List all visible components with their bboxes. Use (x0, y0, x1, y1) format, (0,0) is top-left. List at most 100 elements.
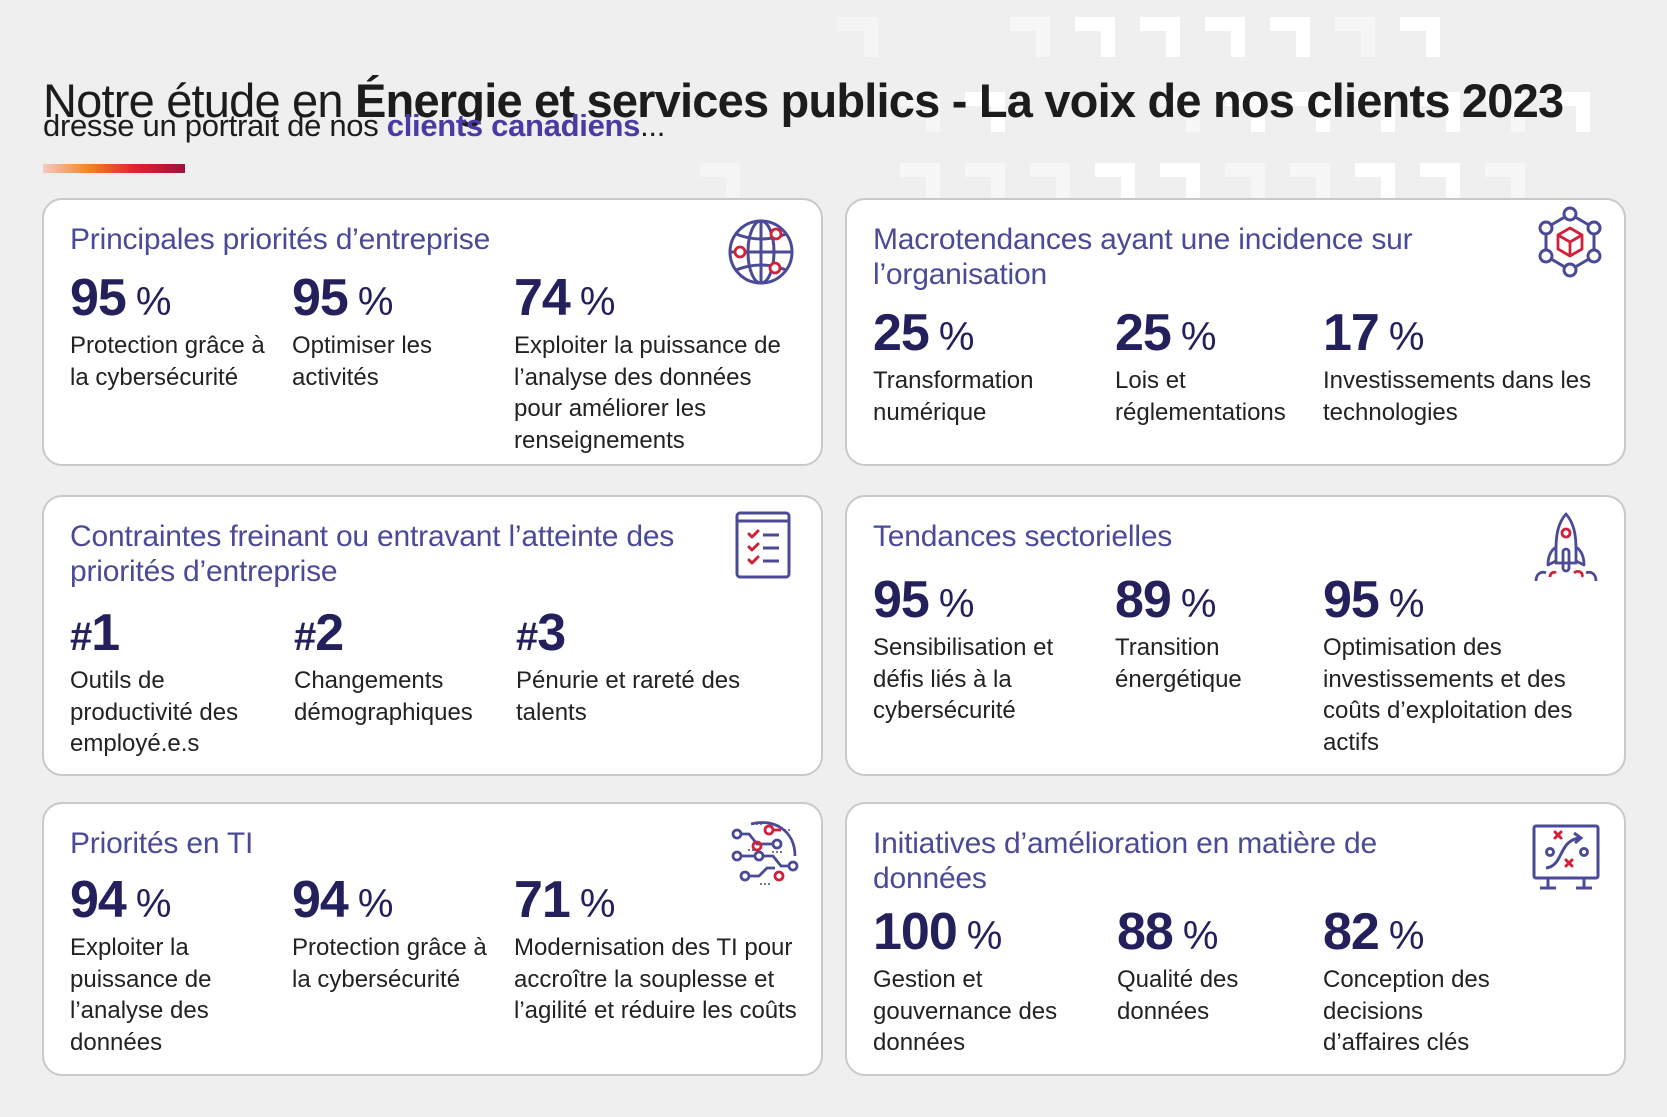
card-title: Tendances sectorielles (873, 520, 1173, 553)
stat-item: 89% Transition énergétique (1115, 572, 1315, 695)
background-bracket-mark (1355, 92, 1395, 132)
page-subtitle: dresse un portrait de nos clients canadi… (43, 108, 665, 144)
stat-value: 82% (1323, 903, 1425, 961)
stat-label: Transition énergétique (1115, 634, 1242, 693)
stat-item: 82% Conception des decisions d’affaires … (1323, 904, 1523, 1059)
stat-value: #3 (516, 604, 566, 662)
background-bracket-mark (1420, 92, 1460, 132)
stat-value: 17% (1323, 304, 1425, 362)
card-title: Principales priorités d’entreprise (70, 223, 491, 256)
stat-value: #2 (294, 604, 344, 662)
card-title: Contraintes freinant ou entravant l’atte… (70, 520, 675, 588)
background-bracket-mark (1355, 163, 1395, 200)
stat-label: Investissements dans les technologies (1323, 367, 1592, 426)
stat-item: 74% Exploiter la puissance de l’analyse … (514, 270, 804, 456)
stat-label: Pénurie et rareté des talents (516, 667, 741, 726)
stat-value: 89% (1115, 571, 1217, 629)
stat-item: 94% Protection grâce à la cybersécurité (292, 872, 492, 995)
stat-value: 95% (70, 269, 172, 327)
stat-label: Exploiter la puissance de l’analyse des … (70, 934, 212, 1056)
background-bracket-mark (700, 163, 740, 200)
stat-item: 71% Modernisation des TI pour accroître … (514, 872, 804, 1027)
stat-item: 95% Optimisation des investissements et … (1323, 572, 1613, 758)
title-prefix: Notre étude en (43, 74, 355, 128)
stat-label: Conception des decisions d’affaires clés (1323, 966, 1490, 1056)
stat-item: 95% Sensibilisation et défis liés à la c… (873, 572, 1108, 727)
background-bracket-mark (1160, 163, 1200, 200)
stat-label: Transformation numérique (873, 367, 1034, 426)
card-data-initiatives: Initiatives d’amélioration en matière de… (845, 802, 1626, 1076)
background-bracket-mark (1485, 163, 1525, 200)
card-sector-trends: Tendances sectorielles 95% Sensibilisati… (845, 495, 1626, 776)
background-bracket-mark (1485, 92, 1525, 132)
card-title: Macrotendances ayant une incidence sur l… (873, 223, 1413, 291)
stat-item: 95% Protection grâce à la cybersécurité (70, 270, 280, 393)
checklist-clipboard-icon (735, 511, 791, 579)
gradient-accent-bar (43, 164, 185, 173)
background-bracket-mark (1270, 17, 1310, 57)
background-bracket-mark (838, 17, 878, 57)
stat-label: Outils de productivité des employé.e.s (70, 667, 239, 757)
globe-network-icon (728, 219, 794, 285)
stat-value: 25% (873, 304, 975, 362)
card-business-priorities: Principales priorités d’entreprise 95% P… (42, 198, 823, 466)
stat-label: Modernisation des TI pour accroître la s… (514, 934, 797, 1024)
stat-value: 95% (1323, 571, 1425, 629)
stat-value: 71% (514, 871, 616, 929)
stat-item: 100% Gestion et gouvernance des données (873, 904, 1103, 1059)
stat-item: 25% Transformation numérique (873, 305, 1103, 428)
stat-label: Changements démographiques (294, 667, 473, 726)
stat-value: 25% (1115, 304, 1217, 362)
background-pattern (700, 17, 1590, 200)
subtitle-suffix: ... (640, 108, 666, 143)
stat-value: 88% (1117, 903, 1219, 961)
card-constraints: Contraintes freinant ou entravant l’atte… (42, 495, 823, 776)
rocket-icon (1534, 512, 1598, 582)
title-bold: Énergie et services publics - La voix de… (355, 74, 1564, 128)
stat-label: Sensibilisation et défis liés à la cyber… (873, 634, 1054, 724)
stat-item: 25% Lois et réglementations (1115, 305, 1315, 428)
background-bracket-mark (1550, 92, 1590, 132)
background-bracket-mark (1290, 92, 1330, 132)
stat-label: Qualité des données (1117, 966, 1239, 1025)
stat-label: Protection grâce à la cybersécurité (292, 934, 487, 993)
card-title: Priorités en TI (70, 827, 254, 860)
stat-value: 94% (70, 871, 172, 929)
stat-item: #3 Pénurie et rareté des talents (516, 605, 786, 728)
card-it-priorities: Priorités en TI 9 (42, 802, 823, 1076)
background-bracket-mark (1205, 17, 1245, 57)
stat-item: 88% Qualité des données (1117, 904, 1307, 1027)
background-bracket-mark (1420, 163, 1460, 200)
subtitle-accent: clients canadiens (386, 108, 641, 143)
background-bracket-mark (1225, 92, 1265, 132)
stat-value: 100% (873, 903, 1003, 961)
stat-label: Lois et réglementations (1115, 367, 1286, 426)
background-bracket-mark (1225, 163, 1265, 200)
background-bracket-mark (965, 163, 1005, 200)
stat-item: 17% Investissements dans les technologie… (1323, 305, 1603, 428)
stat-value: 95% (292, 269, 394, 327)
subtitle-prefix: dresse un portrait de nos (43, 108, 387, 143)
background-bracket-mark (1160, 92, 1200, 132)
strategy-board-icon (1532, 824, 1600, 890)
stat-item: 95% Optimiser les activités (292, 270, 482, 393)
stat-label: Optimiser les activités (292, 332, 433, 391)
page-title: Notre étude en Énergie et services publi… (43, 73, 1564, 128)
card-macro-trends: Macrotendances ayant une incidence sur l… (845, 198, 1626, 466)
background-bracket-mark (900, 92, 940, 132)
stat-label: Gestion et gouvernance des données (873, 966, 1058, 1056)
stat-item: #2 Changements démographiques (294, 605, 504, 728)
stat-label: Exploiter la puissance de l’analyse des … (514, 332, 781, 454)
background-bracket-mark (1140, 17, 1180, 57)
background-bracket-mark (1010, 17, 1050, 57)
background-bracket-mark (1030, 163, 1070, 200)
background-bracket-mark (1335, 17, 1375, 57)
stat-value: 94% (292, 871, 394, 929)
background-bracket-mark (1400, 17, 1440, 57)
stat-value: 74% (514, 269, 616, 327)
circuit-icon (731, 821, 799, 885)
stat-value: #1 (70, 604, 120, 662)
background-bracket-mark (1095, 163, 1135, 200)
card-title: Initiatives d’amélioration en matière de… (873, 827, 1377, 895)
background-bracket-mark (965, 92, 1005, 132)
